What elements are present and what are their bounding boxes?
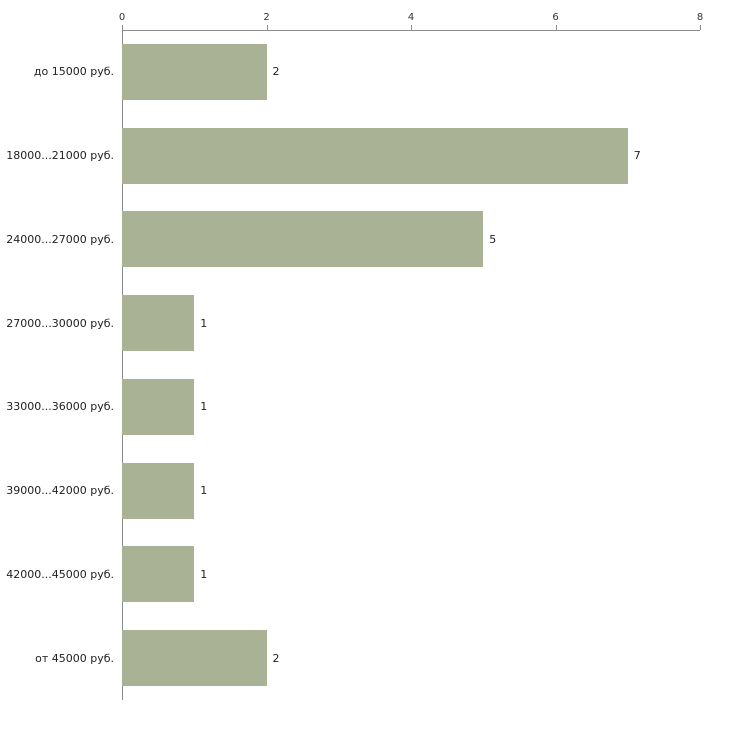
- x-tick-label: 6: [552, 12, 559, 23]
- y-axis-line: [122, 30, 123, 700]
- bar-value-label: 7: [633, 149, 641, 163]
- bar: [122, 127, 628, 184]
- bar-area: 2: [122, 616, 730, 700]
- bar-area: 1: [122, 533, 730, 617]
- bar: [122, 211, 484, 268]
- bar-area: 5: [122, 198, 730, 282]
- x-tick-label: 4: [407, 12, 415, 23]
- chart-row: 24000...27000 руб. 5: [0, 198, 730, 282]
- bar: [122, 462, 195, 519]
- bar-area: 1: [122, 365, 730, 449]
- category-label: 18000...21000 руб.: [6, 149, 114, 163]
- category-label: 27000...30000 руб.: [6, 316, 114, 330]
- x-tick-mark: [700, 25, 701, 30]
- chart-row: 42000...45000 руб. 1: [0, 533, 730, 617]
- category-label: 42000...45000 руб.: [6, 567, 114, 581]
- bar-value-label: 1: [200, 484, 208, 498]
- category-label: до 15000 руб.: [33, 65, 114, 79]
- chart-row: 39000...42000 руб. 1: [0, 449, 730, 533]
- category-label: 39000...42000 руб.: [6, 484, 114, 498]
- bar-area: 2: [122, 30, 730, 114]
- category-label: 33000...36000 руб.: [6, 400, 114, 414]
- chart-row: от 45000 руб. 2: [0, 616, 730, 700]
- x-tick-label: 0: [118, 12, 126, 23]
- category-label: 24000...27000 руб.: [6, 232, 114, 246]
- bar: [122, 546, 195, 603]
- chart-row: 27000...30000 руб. 1: [0, 281, 730, 365]
- bar-value-label: 2: [272, 65, 280, 79]
- bar-area: 1: [122, 281, 730, 365]
- bar: [122, 295, 195, 352]
- x-tick-mark: [411, 25, 412, 30]
- x-tick-mark: [122, 25, 123, 30]
- bar-area: 1: [122, 449, 730, 533]
- bar-value-label: 1: [200, 400, 208, 414]
- chart-row: до 15000 руб. 2: [0, 30, 730, 114]
- bar: [122, 630, 267, 687]
- bar: [122, 378, 195, 435]
- x-tick-mark: [555, 25, 557, 30]
- chart-rows: до 15000 руб. 2 18000...21000 руб. 7 24000..…: [0, 30, 730, 700]
- bar-value-label: 5: [489, 232, 497, 246]
- category-label: от 45000 руб.: [35, 651, 114, 665]
- x-tick-label: 8: [696, 12, 704, 23]
- chart-row: 33000...36000 руб. 1: [0, 365, 730, 449]
- bar-value-label: 2: [272, 651, 280, 665]
- chart-row: 18000...21000 руб. 7: [0, 114, 730, 198]
- bar-value-label: 1: [200, 316, 208, 330]
- bar-value-label: 1: [200, 567, 208, 581]
- bar-area: 7: [122, 114, 730, 198]
- bar: [122, 43, 267, 100]
- x-axis-line: [122, 30, 700, 31]
- x-tick-mark: [266, 25, 268, 30]
- x-tick-label: 2: [263, 12, 270, 23]
